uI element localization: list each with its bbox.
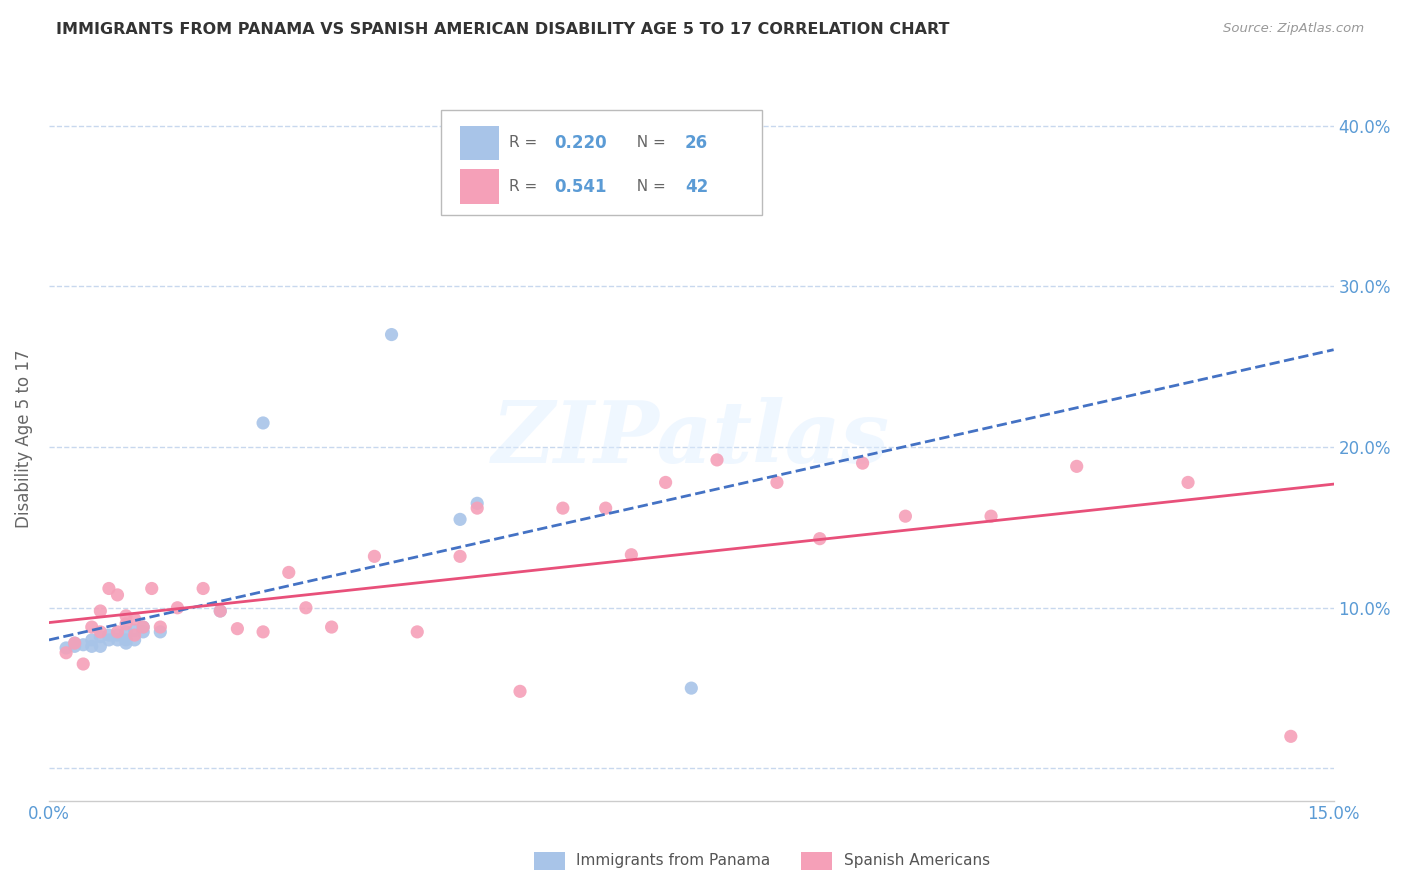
Point: [465, 501, 488, 516]
Point: [766, 475, 789, 490]
Point: [107, 632, 129, 647]
Point: [132, 620, 155, 634]
Point: [97, 628, 120, 642]
Point: [595, 501, 617, 516]
Point: [55, 646, 77, 660]
Point: [55, 640, 77, 655]
Text: 26: 26: [685, 134, 709, 152]
Point: [620, 548, 643, 562]
Point: [141, 582, 163, 596]
Point: [852, 456, 875, 470]
Point: [124, 624, 146, 638]
Point: [89, 624, 111, 639]
Point: [115, 632, 138, 647]
Text: N =: N =: [627, 179, 671, 194]
FancyBboxPatch shape: [441, 110, 762, 215]
Point: [115, 616, 138, 631]
Point: [132, 624, 155, 639]
Point: [97, 632, 120, 647]
Point: [115, 624, 138, 639]
Point: [124, 632, 146, 647]
Point: [1279, 729, 1302, 743]
Point: [107, 588, 129, 602]
FancyBboxPatch shape: [460, 169, 499, 204]
Point: [80, 632, 103, 647]
Text: IMMIGRANTS FROM PANAMA VS SPANISH AMERICAN DISABILITY AGE 5 TO 17 CORRELATION CH: IMMIGRANTS FROM PANAMA VS SPANISH AMERIC…: [56, 22, 949, 37]
Text: R =: R =: [509, 179, 541, 194]
Point: [509, 684, 531, 698]
Point: [209, 604, 232, 618]
Point: [380, 327, 402, 342]
Point: [808, 532, 831, 546]
Y-axis label: Disability Age 5 to 17: Disability Age 5 to 17: [15, 350, 32, 528]
Point: [551, 501, 574, 516]
Text: R =: R =: [509, 136, 541, 151]
Point: [681, 681, 703, 695]
Point: [124, 628, 146, 642]
Point: [191, 582, 214, 596]
Point: [80, 640, 103, 654]
Point: [894, 509, 917, 524]
FancyBboxPatch shape: [460, 126, 499, 161]
Point: [449, 512, 471, 526]
Point: [321, 620, 343, 634]
Point: [72, 638, 94, 652]
Point: [706, 453, 728, 467]
Point: [209, 604, 232, 618]
Point: [166, 600, 188, 615]
Text: Source: ZipAtlas.com: Source: ZipAtlas.com: [1223, 22, 1364, 36]
Text: ZIPatlas: ZIPatlas: [492, 397, 890, 481]
Point: [226, 622, 249, 636]
Point: [406, 624, 429, 639]
Point: [149, 624, 172, 639]
Point: [63, 640, 86, 654]
Point: [465, 496, 488, 510]
Point: [449, 549, 471, 564]
Point: [115, 608, 138, 623]
Point: [252, 624, 274, 639]
Point: [107, 628, 129, 642]
Point: [80, 620, 103, 634]
Point: [1177, 475, 1199, 490]
Text: 0.541: 0.541: [554, 178, 606, 196]
Point: [980, 509, 1002, 524]
Text: N =: N =: [627, 136, 671, 151]
Point: [124, 612, 146, 626]
Point: [89, 604, 111, 618]
Point: [252, 416, 274, 430]
Point: [97, 582, 120, 596]
Point: [654, 475, 676, 490]
Point: [1066, 459, 1088, 474]
Point: [63, 636, 86, 650]
Point: [89, 630, 111, 644]
Text: 42: 42: [685, 178, 709, 196]
Point: [89, 640, 111, 654]
Point: [295, 600, 318, 615]
Point: [107, 624, 129, 639]
Point: [277, 566, 299, 580]
Point: [363, 549, 385, 564]
Text: 0.220: 0.220: [554, 134, 606, 152]
Point: [63, 636, 86, 650]
Text: Spanish Americans: Spanish Americans: [844, 854, 990, 868]
Text: Immigrants from Panama: Immigrants from Panama: [576, 854, 770, 868]
Point: [149, 620, 172, 634]
Point: [132, 620, 155, 634]
Point: [72, 657, 94, 671]
Point: [115, 636, 138, 650]
